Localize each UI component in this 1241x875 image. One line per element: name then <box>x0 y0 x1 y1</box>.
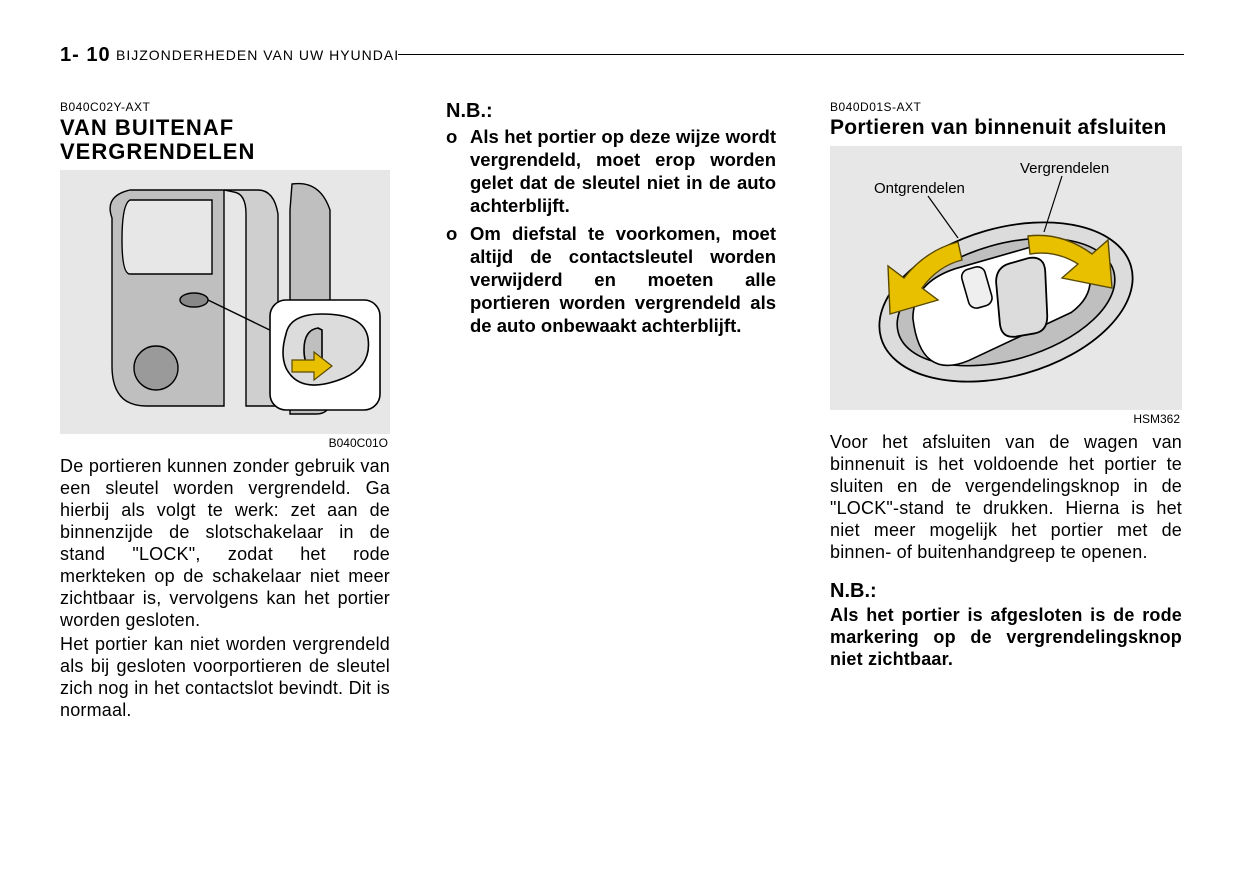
note-text: Om diefstal te voorkomen, moet altijd de… <box>470 222 776 338</box>
column-right: B040D01S-AXT Portieren van binnenuit afs… <box>830 100 1182 673</box>
label-lock: Vergrendelen <box>1020 160 1109 177</box>
nb-heading: N.B.: <box>446 100 776 123</box>
paragraph: De portieren kunnen zonder gebruik van e… <box>60 456 390 632</box>
note-bullet: o Om diefstal te voorkomen, moet altijd … <box>446 222 776 338</box>
running-title: BIJZONDERHEDEN VAN UW HYUNDAI <box>116 47 399 63</box>
label-unlock: Ontgrendelen <box>874 180 965 197</box>
paragraph-bold: Als het portier is afgesloten is de rode… <box>830 605 1182 671</box>
paragraph: Voor het afsluiten van de wagen van binn… <box>830 432 1182 564</box>
nb-heading: N.B.: <box>830 580 1182 603</box>
note-text: Als het portier op deze wijze wordt verg… <box>470 125 776 218</box>
door-open-illustration <box>60 170 390 434</box>
note-bullet: o Als het portier op deze wijze wordt ve… <box>446 125 776 218</box>
paragraph: Het portier kan niet worden vergrendeld … <box>60 634 390 722</box>
section-code: B040C02Y-AXT <box>60 100 390 114</box>
header-rule <box>398 54 1184 55</box>
bullet-marker: o <box>446 222 470 338</box>
figure-inside-handle: Ontgrendelen Vergrendelen <box>830 146 1182 410</box>
column-left: B040C02Y-AXT VAN BUITENAF VERGRENDELEN <box>60 100 390 724</box>
figure-code: B040C01O <box>60 436 388 450</box>
title-line-1: VAN BUITENAF <box>60 115 234 140</box>
section-title: VAN BUITENAF VERGRENDELEN <box>60 116 390 164</box>
bullet-marker: o <box>446 125 470 218</box>
manual-page: 1- 10 BIJZONDERHEDEN VAN UW HYUNDAI B040… <box>0 0 1241 875</box>
figure-code: HSM362 <box>830 412 1180 426</box>
figure-door-open <box>60 170 390 434</box>
page-number: 1- 10 <box>60 44 111 67</box>
title-line-2: VERGRENDELEN <box>60 139 255 164</box>
spacer <box>830 566 1182 580</box>
section-code: B040D01S-AXT <box>830 100 1182 114</box>
column-middle: N.B.: o Als het portier op deze wijze wo… <box>446 100 776 341</box>
section-title: Portieren van binnenuit afsluiten <box>830 116 1182 140</box>
